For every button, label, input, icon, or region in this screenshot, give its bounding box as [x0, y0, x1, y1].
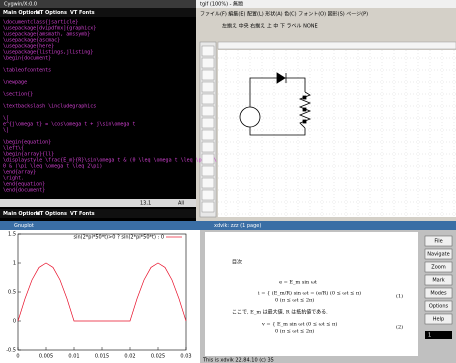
x-tick-label: 0	[16, 354, 19, 360]
source	[240, 107, 260, 127]
x-tick-label: 0.005	[39, 354, 53, 360]
equation-number: (1)	[396, 293, 403, 300]
tool-button	[202, 106, 214, 116]
desktop: { "emacs": { "title": "Cygwin/X:0.0", "m…	[0, 0, 456, 363]
equation: e = E_m sin ωt	[279, 280, 317, 286]
tool-button	[202, 178, 214, 188]
toolbar: 左揃え 中央 右揃え 上 中 下 ラベル NONE	[222, 23, 318, 30]
code-line: \section{}	[3, 92, 33, 98]
code-line: \end{document}	[3, 188, 45, 194]
tool-button	[202, 190, 214, 200]
code-line: \begin{document}	[3, 56, 51, 62]
heading: 目次	[232, 259, 242, 266]
tool-button	[202, 82, 214, 92]
tool-button	[202, 202, 214, 212]
menu-item: Main Options	[3, 10, 40, 16]
handle	[303, 96, 306, 99]
y-tick-label: 0.5	[8, 290, 16, 296]
x-tick-label: 0.02	[124, 354, 135, 360]
tool-button	[202, 118, 214, 128]
menu-item: VT Fonts	[70, 10, 95, 16]
window-title: xdvik: zzz (1 page)	[214, 223, 261, 229]
tool-button	[202, 166, 214, 176]
button-label[interactable]: Modes	[430, 291, 447, 297]
menu-bar: ファイル(F) 編集(E) 配置(L) 形状(A) 色(C) フォント(O) 図…	[200, 11, 368, 18]
plot-window	[0, 221, 200, 363]
y-tick-label: -0.5	[6, 348, 16, 354]
tool-button	[202, 70, 214, 80]
window-title: tgif (100%) - 無題	[200, 1, 243, 8]
legend-label: sin(2*pi*50*t)>0 ? sin(2*pi*50*t) : 0	[73, 235, 164, 241]
menu-item: Main Options	[3, 211, 40, 217]
code-line: \newpage	[3, 80, 27, 86]
equation: i = { (E_m/R) sin ωt = (e/R) (0 ≤ ωt ≤ π…	[258, 290, 361, 297]
handle	[303, 108, 306, 111]
window-title: Cygwin/X:0.0	[4, 2, 37, 8]
x-tick-label: 0.01	[68, 354, 79, 360]
tool-button	[202, 58, 214, 68]
cursor-position: 13,1	[140, 201, 151, 207]
tool-button	[202, 130, 214, 140]
page-number: 1	[428, 333, 431, 339]
button-label[interactable]: Options	[429, 304, 449, 310]
code-line: \]	[3, 128, 9, 134]
button-label[interactable]: Zoom	[431, 265, 446, 271]
menu-item: VT Fonts	[70, 211, 95, 217]
button-label[interactable]: File	[434, 239, 442, 245]
equation: v = { E_m sin ωt (0 ≤ ωt ≤ π)	[261, 321, 337, 328]
y-tick-label: 1.5	[8, 232, 16, 238]
window-title: Gnuplot	[14, 223, 34, 229]
tool-button	[202, 154, 214, 164]
canvas	[218, 50, 456, 217]
tool-button	[202, 94, 214, 104]
mode-line	[0, 199, 196, 207]
code-line: \tableofcontents	[3, 68, 51, 74]
screen: Cygwin/X:0.0Main OptionsVT OptionsVT Fon…	[0, 0, 456, 363]
handle	[303, 120, 306, 123]
y-tick-label: 1	[13, 261, 16, 267]
scroll-position: All	[178, 201, 184, 207]
equation-number: (2)	[396, 324, 403, 331]
code-line: e^{j\omega t} = \cos\omega t + j\sin\ome…	[3, 122, 135, 128]
button-label[interactable]: Help	[433, 317, 444, 323]
paragraph: ここで, E_m は最大値, R は抵抗値である.	[232, 309, 328, 316]
x-tick-label: 0.025	[151, 354, 165, 360]
tool-button	[202, 142, 214, 152]
status: This is xdvik 22.84.10 (c) 35	[202, 358, 274, 363]
menu-item: VT Options	[36, 10, 67, 16]
button-label[interactable]: Mark	[432, 278, 444, 284]
equation: 0 (π ≤ ωt ≤ 2π)	[275, 297, 314, 304]
ruler	[218, 42, 456, 49]
tool-button	[202, 46, 214, 56]
code-line: \textbackslash \includegraphics	[3, 104, 96, 110]
x-tick-label: 0.03	[180, 354, 191, 360]
y-tick-label: 0	[13, 319, 16, 325]
x-tick-label: 0.015	[95, 354, 109, 360]
menu-item: VT Options	[36, 211, 67, 217]
equation: 0 (π ≤ ωt ≤ 2π)	[275, 328, 314, 335]
button-label[interactable]: Navigate	[427, 252, 449, 258]
